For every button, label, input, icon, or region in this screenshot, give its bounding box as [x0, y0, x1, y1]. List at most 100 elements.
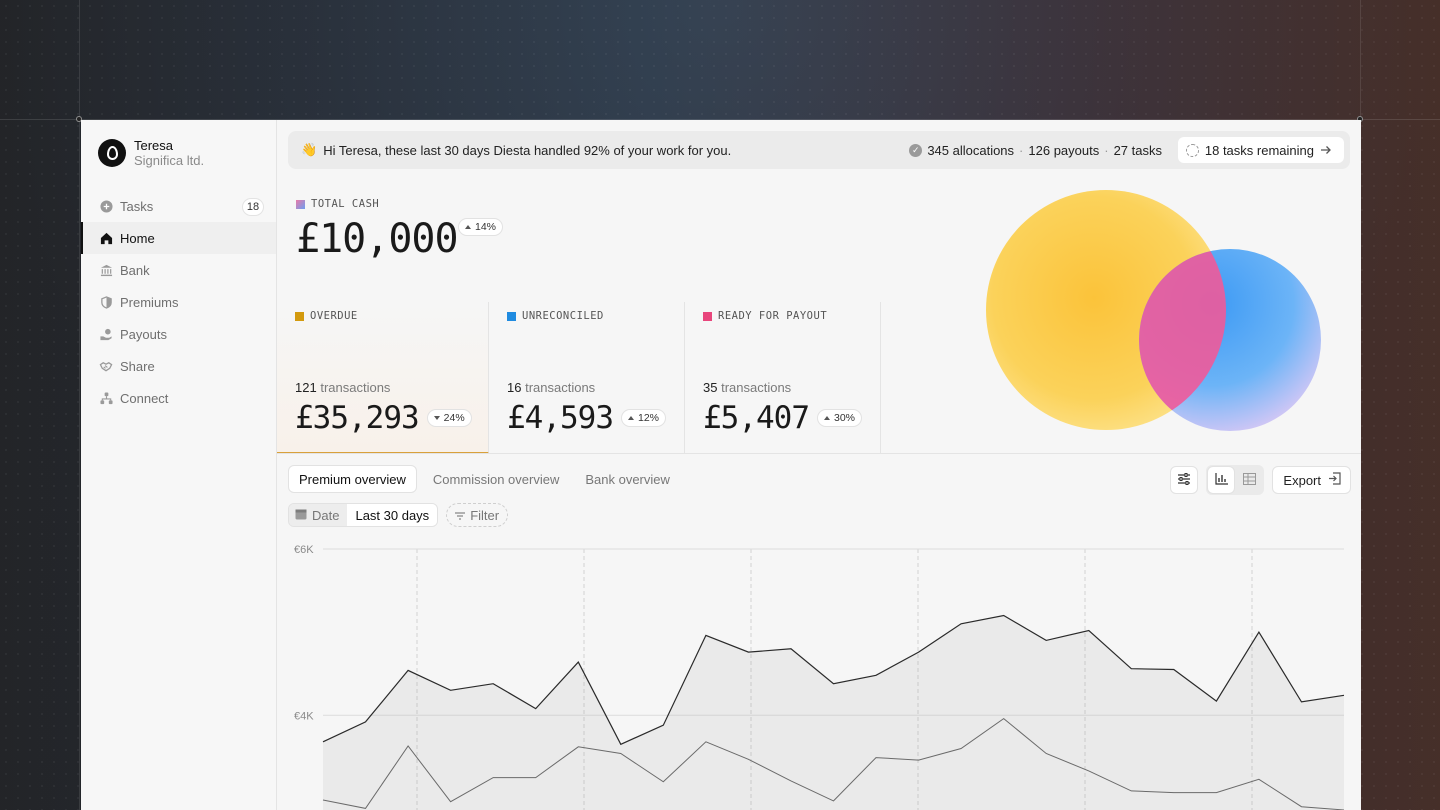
sidebar: Teresa Significa ltd. Tasks 18 Home Bank…	[81, 120, 277, 810]
count-value: 35	[703, 380, 718, 395]
chart-view-button[interactable]	[1207, 466, 1236, 494]
change-chip: 24%	[426, 409, 472, 427]
section-divider	[277, 453, 1361, 454]
date-value[interactable]: Last 30 days	[347, 504, 438, 526]
venn-illustration	[986, 190, 1321, 431]
sidebar-item-payouts[interactable]: Payouts	[81, 318, 276, 350]
ready-for-payout-card[interactable]: READY FOR PAYOUT 35 transactions £5,407 3…	[685, 302, 881, 454]
card-label: UNRECONCILED	[507, 310, 684, 322]
count-value: 121	[295, 380, 317, 395]
tab-premium-overview[interactable]: Premium overview	[288, 465, 417, 493]
series-area	[323, 615, 1344, 810]
sidebar-item-label: Share	[120, 358, 155, 374]
sidebar-item-label: Bank	[120, 262, 150, 278]
check-circle-icon: ✓	[909, 143, 923, 157]
filter-icon	[455, 508, 466, 523]
total-cash-swatch	[296, 199, 305, 209]
separator: ·	[1104, 142, 1109, 158]
account-org: Significa ltd.	[134, 152, 205, 168]
change-value: 14%	[475, 221, 497, 233]
date-key-label: Date	[312, 507, 340, 523]
total-cash-label: TOTAL CASH	[296, 198, 458, 210]
date-range-selector[interactable]: Date Last 30 days	[288, 503, 439, 527]
sidebar-item-connect[interactable]: Connect	[81, 382, 276, 414]
export-button[interactable]: Export	[1272, 466, 1351, 494]
guide-corner	[76, 116, 82, 122]
change-chip: 12%	[620, 409, 666, 427]
card-amount-row: £4,593 12%	[507, 400, 666, 436]
payouts-stat: 126 payouts	[1028, 142, 1100, 158]
tab-bank-overview[interactable]: Bank overview	[585, 471, 670, 487]
sidebar-item-label: Connect	[120, 390, 169, 406]
trend-up-icon	[823, 416, 830, 420]
change-value: 24%	[443, 412, 465, 424]
bar-chart-icon	[1215, 472, 1228, 488]
card-amount-row: £5,407 30%	[703, 400, 862, 436]
card-amount-row: £35,293 24%	[295, 400, 472, 436]
filter-button[interactable]: Filter	[446, 503, 509, 527]
card-label: OVERDUE	[295, 310, 488, 322]
shield-icon	[99, 295, 113, 309]
banner-message: Hi Teresa, these last 30 days Diesta han…	[323, 142, 732, 158]
tasks-count-badge: 18	[242, 198, 264, 216]
calendar-icon	[295, 508, 307, 523]
series-line-primary	[322, 614, 1345, 746]
guide-line	[0, 119, 1440, 120]
account-switcher[interactable]: Teresa Significa ltd.	[81, 138, 276, 168]
change-chip: 14%	[458, 218, 504, 236]
sidebar-item-home[interactable]: Home	[81, 222, 276, 254]
series-line-secondary	[322, 717, 1345, 810]
overlap-region	[1139, 249, 1226, 430]
sidebar-item-label: Payouts	[120, 326, 167, 342]
count-value: 16	[507, 380, 522, 395]
settings-button[interactable]	[1170, 466, 1199, 494]
unreconciled-card[interactable]: UNRECONCILED 16 transactions £4,593 12%	[489, 302, 685, 454]
count-suffix: transactions	[721, 380, 792, 395]
sidebar-item-label: Premiums	[120, 294, 179, 310]
label-text: UNRECONCILED	[522, 310, 604, 322]
label-text: OVERDUE	[310, 310, 358, 322]
sidebar-item-share[interactable]: Share	[81, 350, 276, 382]
card-swatch	[295, 311, 304, 321]
sidebar-item-premiums[interactable]: Premiums	[81, 286, 276, 318]
sidebar-item-label: Tasks	[120, 198, 154, 214]
separator: ·	[1019, 142, 1024, 158]
account-name: Teresa	[134, 137, 174, 153]
trend-down-icon	[433, 416, 440, 420]
main-content: 👋 Hi Teresa, these last 30 days Diesta h…	[277, 120, 1361, 810]
date-key: Date	[289, 504, 348, 526]
sidebar-item-label: Home	[120, 230, 155, 246]
count-suffix: transactions	[525, 380, 596, 395]
label-text: TOTAL CASH	[311, 198, 380, 210]
table-view-button[interactable]	[1235, 466, 1263, 494]
card-label: READY FOR PAYOUT	[703, 310, 880, 322]
overdue-card[interactable]: OVERDUE 121 transactions £35,293 24%	[277, 302, 489, 454]
card-amount: £5,407	[703, 400, 810, 436]
sidebar-item-tasks[interactable]: Tasks 18	[81, 190, 276, 222]
tab-commission-overview[interactable]: Commission overview	[432, 471, 560, 487]
change-value: 12%	[637, 412, 659, 424]
connect-icon	[99, 391, 113, 405]
overview-tabs: Premium overview Commission overview Ban…	[288, 465, 680, 493]
card-amount: £4,593	[507, 400, 614, 436]
wave-emoji: 👋	[301, 142, 318, 157]
plus-circle-icon	[99, 199, 113, 213]
chart-toolbar: Export	[1170, 465, 1351, 495]
export-icon	[1328, 472, 1341, 488]
tasks-stat: 27 tasks	[1113, 142, 1162, 158]
premium-area-chart: €6K €4K	[294, 544, 1345, 810]
transaction-count: 35 transactions	[703, 380, 791, 395]
sidebar-item-bank[interactable]: Bank	[81, 254, 276, 286]
tasks-remaining-button[interactable]: 18 tasks remaining	[1177, 137, 1344, 163]
export-label: Export	[1283, 472, 1321, 488]
bank-icon	[99, 263, 113, 277]
view-toggle	[1206, 465, 1265, 495]
banner-stats: ✓ 345 allocations · 126 payouts · 27 tas…	[909, 131, 1162, 169]
card-swatch	[703, 311, 712, 321]
y-tick-label: €6K	[294, 544, 314, 556]
card-amount: £35,293	[295, 400, 420, 436]
table-icon	[1242, 472, 1256, 488]
progress-ring-icon	[1185, 143, 1199, 157]
label-text: READY FOR PAYOUT	[718, 310, 828, 322]
sidebar-nav: Tasks 18 Home Bank Premiums Payouts S	[81, 190, 276, 414]
